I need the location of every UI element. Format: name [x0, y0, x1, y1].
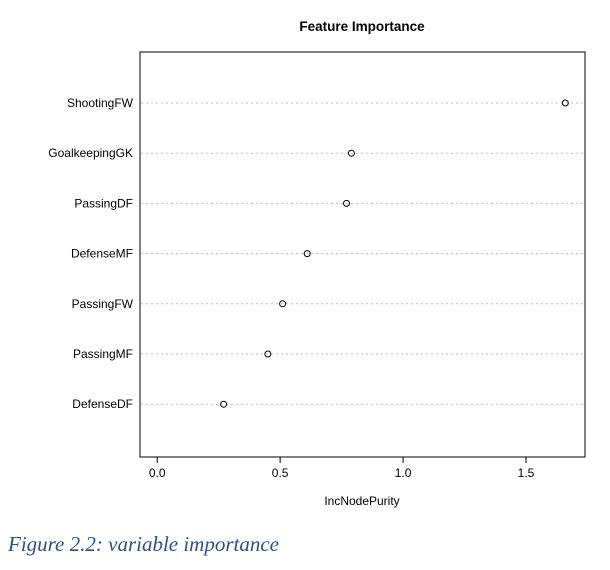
- data-point: [561, 99, 569, 107]
- category-label: PassingFW: [72, 297, 134, 311]
- plot-frame: [139, 51, 586, 458]
- data-point: [279, 300, 287, 308]
- category-label: DefenseMF: [71, 247, 133, 261]
- data-point: [220, 400, 228, 408]
- figure-caption: Figure 2.2: variable importance: [8, 532, 280, 556]
- grid-lines: [141, 102, 584, 405]
- data-point: [303, 250, 311, 258]
- x-axis-label: IncNodePurity: [324, 494, 399, 508]
- category-label: PassingMF: [73, 347, 133, 361]
- data-point: [347, 149, 355, 157]
- category-label: PassingDF: [74, 196, 133, 210]
- category-label: ShootingFW: [67, 96, 134, 110]
- data-point: [343, 199, 351, 207]
- category-label: GoalkeepingGK: [48, 146, 133, 160]
- chart-title: Feature Importance: [299, 19, 425, 34]
- category-label: DefenseDF: [72, 397, 133, 411]
- x-tick-label: 1.5: [518, 466, 535, 480]
- data-point: [264, 350, 272, 358]
- category-labels: ShootingFW GoalkeepingGK PassingDF DefenseM…: [48, 96, 133, 411]
- chart: Feature Importance ShootingFW Goalkeeping…: [48, 19, 586, 508]
- x-tick-label: 0.5: [272, 466, 289, 480]
- x-tick-label: 1.0: [395, 466, 412, 480]
- data-points: [220, 99, 569, 408]
- x-axis: 0.0 0.5 1.0 1.5: [149, 456, 535, 480]
- x-tick-label: 0.0: [149, 466, 166, 480]
